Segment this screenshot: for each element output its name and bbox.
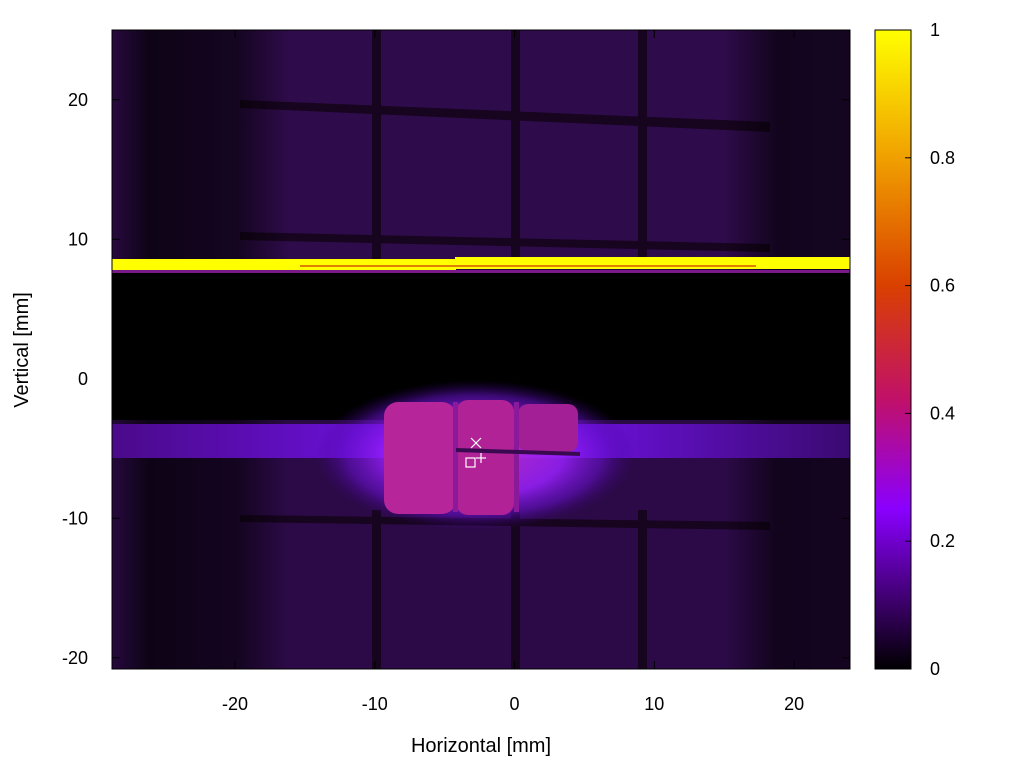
colorbar-tick-label: 0.4 <box>930 403 955 423</box>
colorbar-tick-label: 0 <box>930 659 940 679</box>
marker-square <box>465 457 476 468</box>
colorbar-tick-label: 0.8 <box>930 148 955 168</box>
y-tick-label: 20 <box>68 90 88 110</box>
y-axis-title: Vertical [mm] <box>11 292 33 408</box>
y-tick-label: -10 <box>62 508 88 528</box>
y-axis-ticks: -20 -10 0 10 20 <box>62 90 850 668</box>
stripe-inner-line <box>300 265 756 267</box>
x-tick-label: 0 <box>510 694 520 714</box>
stripe-edge <box>112 270 850 273</box>
colorbar-tick-label: 0.6 <box>930 276 955 296</box>
bright-spot <box>384 400 580 515</box>
saturated-stripe-left <box>112 259 456 271</box>
x-tick-label: -10 <box>362 694 388 714</box>
marker-x-2 <box>470 437 482 449</box>
plot-frame <box>111 29 851 670</box>
markers <box>465 437 486 468</box>
spot-gap-2 <box>514 402 519 512</box>
x-tick-label: 20 <box>784 694 804 714</box>
x-axis-title: Horizontal [mm] <box>411 735 551 757</box>
x-axis-ticks: -20 -10 0 10 20 <box>222 30 804 714</box>
x-tick-label: -20 <box>222 694 248 714</box>
colorbar-ticks: 0 0.2 0.4 0.6 0.8 1 <box>905 20 955 679</box>
spot-block-1 <box>384 402 456 514</box>
colorbar <box>874 29 912 670</box>
x-tick-label: 10 <box>644 694 664 714</box>
spot-gap-1 <box>453 402 458 512</box>
spot-edge-line <box>456 448 580 456</box>
heatmap-image <box>112 30 850 669</box>
colorbar-tick-label: 0.2 <box>930 531 955 551</box>
spot-block-3 <box>518 404 578 452</box>
y-tick-label: -20 <box>62 648 88 668</box>
y-tick-label: 10 <box>68 229 88 249</box>
colorbar-tick-label: 1 <box>930 20 940 40</box>
y-tick-label: 0 <box>78 369 88 389</box>
saturated-stripe-right <box>455 257 850 269</box>
